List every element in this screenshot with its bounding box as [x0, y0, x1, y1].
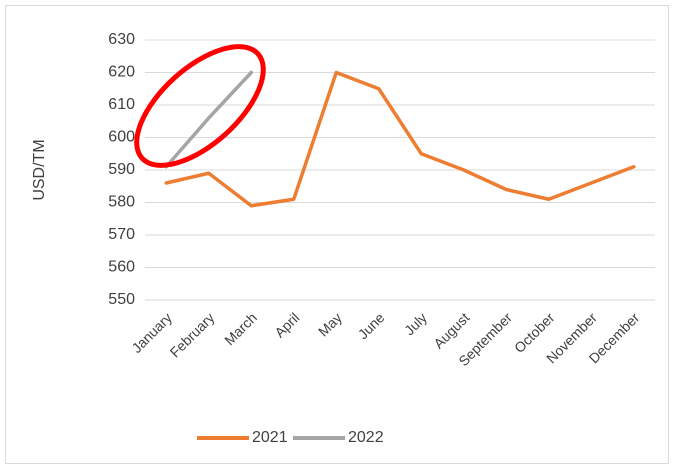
series-line [164, 70, 636, 208]
y-tick-label: 570 [108, 226, 135, 243]
y-tick-label: 630 [108, 31, 135, 48]
legend-label: 2022 [348, 429, 384, 446]
series-line [164, 70, 253, 169]
y-tick-label: 620 [108, 64, 135, 81]
y-tick-label: 560 [108, 259, 135, 276]
y-tick-label: 590 [108, 161, 135, 178]
y-axis-label: USD/TM [31, 139, 48, 200]
y-tick-label: 610 [108, 96, 135, 113]
legend-label: 2021 [252, 429, 288, 446]
y-tick-label: 580 [108, 194, 135, 211]
y-tick-label: 550 [108, 291, 135, 308]
highlight-ellipse [134, 44, 266, 168]
y-tick-label: 600 [108, 129, 135, 146]
